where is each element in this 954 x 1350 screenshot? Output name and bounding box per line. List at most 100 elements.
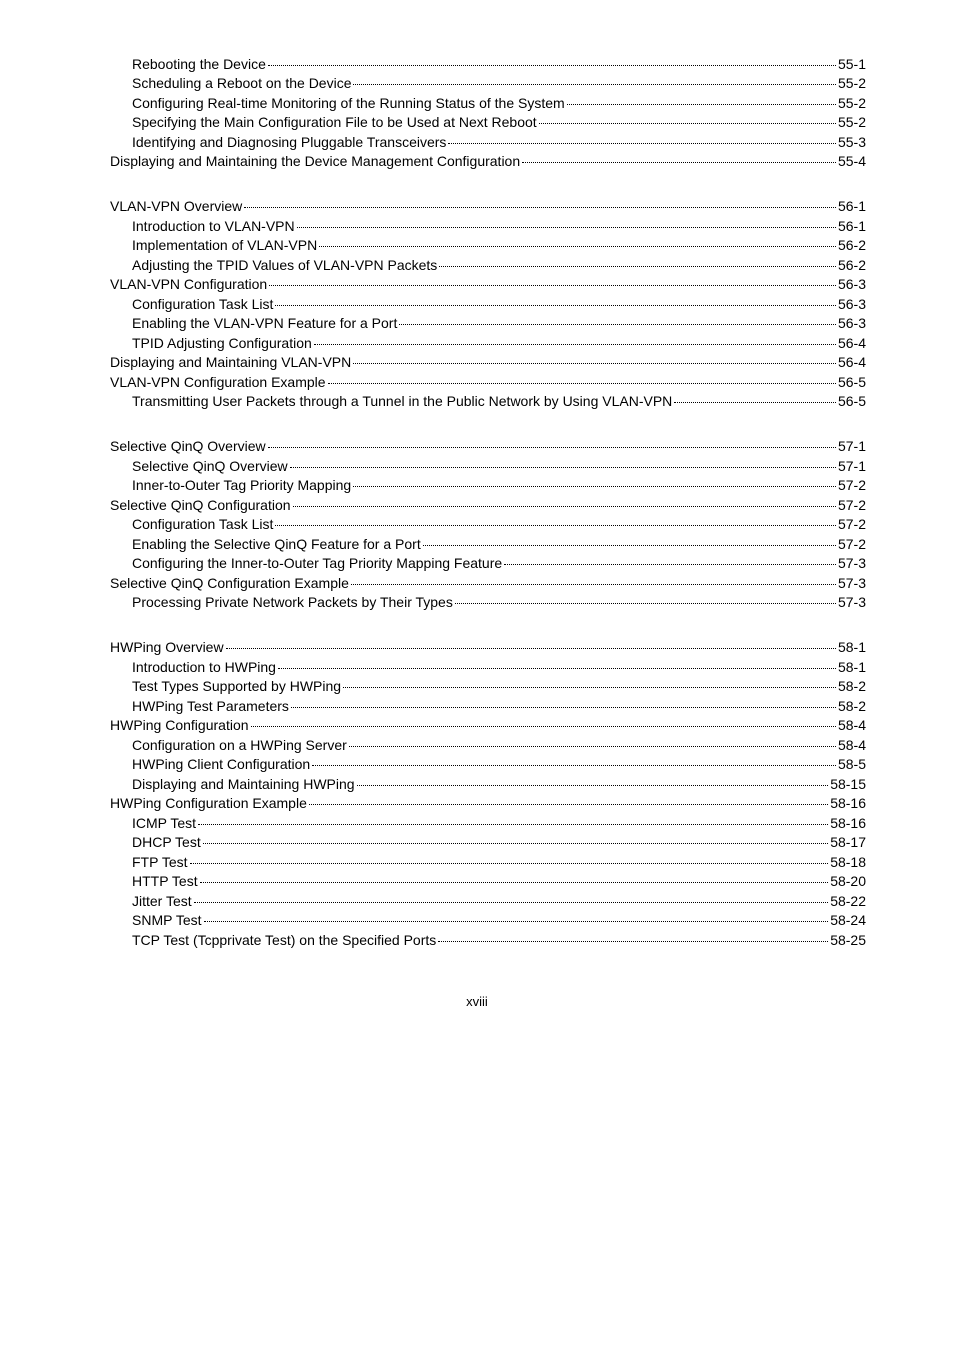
toc-page-number: 58-18 (830, 854, 866, 870)
toc-title: FTP Test (132, 854, 188, 870)
toc-leader-dots (268, 65, 836, 66)
toc-page-number: 56-2 (838, 237, 866, 253)
toc-leader-dots (439, 266, 836, 267)
toc-entry: Displaying and Maintaining HWPing 58-15 (88, 776, 866, 792)
toc-title: Jitter Test (132, 893, 192, 909)
toc-leader-dots (423, 545, 836, 546)
toc-leader-dots (567, 104, 836, 105)
toc-leader-dots (198, 824, 828, 825)
toc-title: Displaying and Maintaining HWPing (132, 776, 355, 792)
toc-page-number: 58-2 (838, 698, 866, 714)
toc-leader-dots (353, 84, 835, 85)
toc-leader-dots (297, 227, 836, 228)
toc-entry: VLAN-VPN Overview 56-1 (88, 198, 866, 214)
toc-entry: Selective QinQ Configuration Example 57-3 (88, 575, 866, 591)
toc-title: Rebooting the Device (132, 56, 266, 72)
toc-page-number: 57-3 (838, 594, 866, 610)
toc-page-number: 58-25 (830, 932, 866, 948)
toc-entry: Processing Private Network Packets by Th… (88, 594, 866, 610)
toc-page-number: 56-4 (838, 335, 866, 351)
toc-title: Selective QinQ Configuration Example (110, 575, 349, 591)
toc-title: Configuring Real-time Monitoring of the … (132, 95, 565, 111)
toc-page-number: 58-2 (838, 678, 866, 694)
toc-leader-dots (194, 902, 829, 903)
toc-entry: Implementation of VLAN-VPN 56-2 (88, 237, 866, 253)
toc-page-number: 56-5 (838, 374, 866, 390)
toc-title: Scheduling a Reboot on the Device (132, 75, 351, 91)
toc-title: VLAN-VPN Configuration (110, 276, 267, 292)
toc-leader-dots (353, 363, 836, 364)
toc-page-number: 58-24 (830, 912, 866, 928)
toc-page-number: 55-1 (838, 56, 866, 72)
section-gap (88, 614, 866, 636)
toc-leader-dots (204, 921, 829, 922)
toc-leader-dots (328, 383, 836, 384)
toc-title: TPID Adjusting Configuration (132, 335, 312, 351)
toc-leader-dots (291, 707, 836, 708)
toc-page-number: 58-1 (838, 659, 866, 675)
toc-title: Configuration on a HWPing Server (132, 737, 347, 753)
page-number: xviii (466, 994, 488, 1009)
toc-leader-dots (293, 506, 836, 507)
toc-leader-dots (455, 603, 836, 604)
toc-entry: Transmitting User Packets through a Tunn… (88, 393, 866, 409)
toc-page-number: 57-2 (838, 516, 866, 532)
toc-leader-dots (314, 344, 836, 345)
toc-title: DHCP Test (132, 834, 201, 850)
toc-page-number: 56-5 (838, 393, 866, 409)
toc-leader-dots (269, 285, 836, 286)
toc-entry: TPID Adjusting Configuration 56-4 (88, 335, 866, 351)
toc-title: Configuration Task List (132, 516, 273, 532)
toc-leader-dots (351, 584, 836, 585)
toc-title: Enabling the Selective QinQ Feature for … (132, 536, 421, 552)
toc-page-number: 55-2 (838, 75, 866, 91)
toc-title: HWPing Test Parameters (132, 698, 289, 714)
toc-container: Rebooting the Device 55-1 Scheduling a Reb… (88, 56, 866, 948)
toc-title: Introduction to VLAN-VPN (132, 218, 295, 234)
toc-leader-dots (319, 246, 836, 247)
toc-page-number: 58-4 (838, 737, 866, 753)
toc-entry: HWPing Overview58-1 (88, 639, 866, 655)
section-gap (88, 413, 866, 435)
toc-page-number: 58-17 (830, 834, 866, 850)
toc-leader-dots (448, 143, 836, 144)
toc-leader-dots (349, 746, 836, 747)
toc-page-number: 58-16 (830, 815, 866, 831)
toc-page-number: 56-1 (838, 198, 866, 214)
toc-leader-dots (244, 207, 836, 208)
toc-entry: Introduction to HWPing58-1 (88, 659, 866, 675)
toc-leader-dots (278, 668, 836, 669)
toc-entry: Displaying and Maintaining the Device Ma… (88, 153, 866, 169)
toc-entry: Scheduling a Reboot on the Device 55-2 (88, 75, 866, 91)
section-gap (88, 173, 866, 195)
toc-leader-dots (522, 162, 836, 163)
toc-title: Implementation of VLAN-VPN (132, 237, 317, 253)
toc-title: TCP Test (Tcpprivate Test) on the Specif… (132, 932, 436, 948)
toc-title: Adjusting the TPID Values of VLAN-VPN Pa… (132, 257, 437, 273)
toc-title: Processing Private Network Packets by Th… (132, 594, 453, 610)
toc-entry: Inner-to-Outer Tag Priority Mapping57-2 (88, 477, 866, 493)
toc-entry: DHCP Test 58-17 (88, 834, 866, 850)
toc-leader-dots (438, 941, 828, 942)
toc-title: Selective QinQ Overview (110, 438, 266, 454)
toc-entry: Test Types Supported by HWPing58-2 (88, 678, 866, 694)
toc-page-number: 57-3 (838, 575, 866, 591)
toc-page-number: 58-1 (838, 639, 866, 655)
toc-leader-dots (275, 525, 836, 526)
toc-page-number: 56-3 (838, 315, 866, 331)
toc-entry: Selective QinQ Overview57-1 (88, 458, 866, 474)
toc-page-number: 57-2 (838, 536, 866, 552)
toc-title: Transmitting User Packets through a Tunn… (132, 393, 672, 409)
toc-entry: HWPing Test Parameters 58-2 (88, 698, 866, 714)
toc-entry: Configuration Task List56-3 (88, 296, 866, 312)
toc-page-number: 56-3 (838, 276, 866, 292)
toc-leader-dots (190, 863, 829, 864)
toc-entry: VLAN-VPN Configuration 56-3 (88, 276, 866, 292)
toc-entry: HWPing Configuration Example58-16 (88, 795, 866, 811)
toc-page-number: 58-15 (830, 776, 866, 792)
toc-leader-dots (353, 486, 836, 487)
toc-page-number: 57-1 (838, 458, 866, 474)
toc-title: VLAN-VPN Overview (110, 198, 242, 214)
toc-entry: FTP Test 58-18 (88, 854, 866, 870)
toc-leader-dots (674, 402, 836, 403)
